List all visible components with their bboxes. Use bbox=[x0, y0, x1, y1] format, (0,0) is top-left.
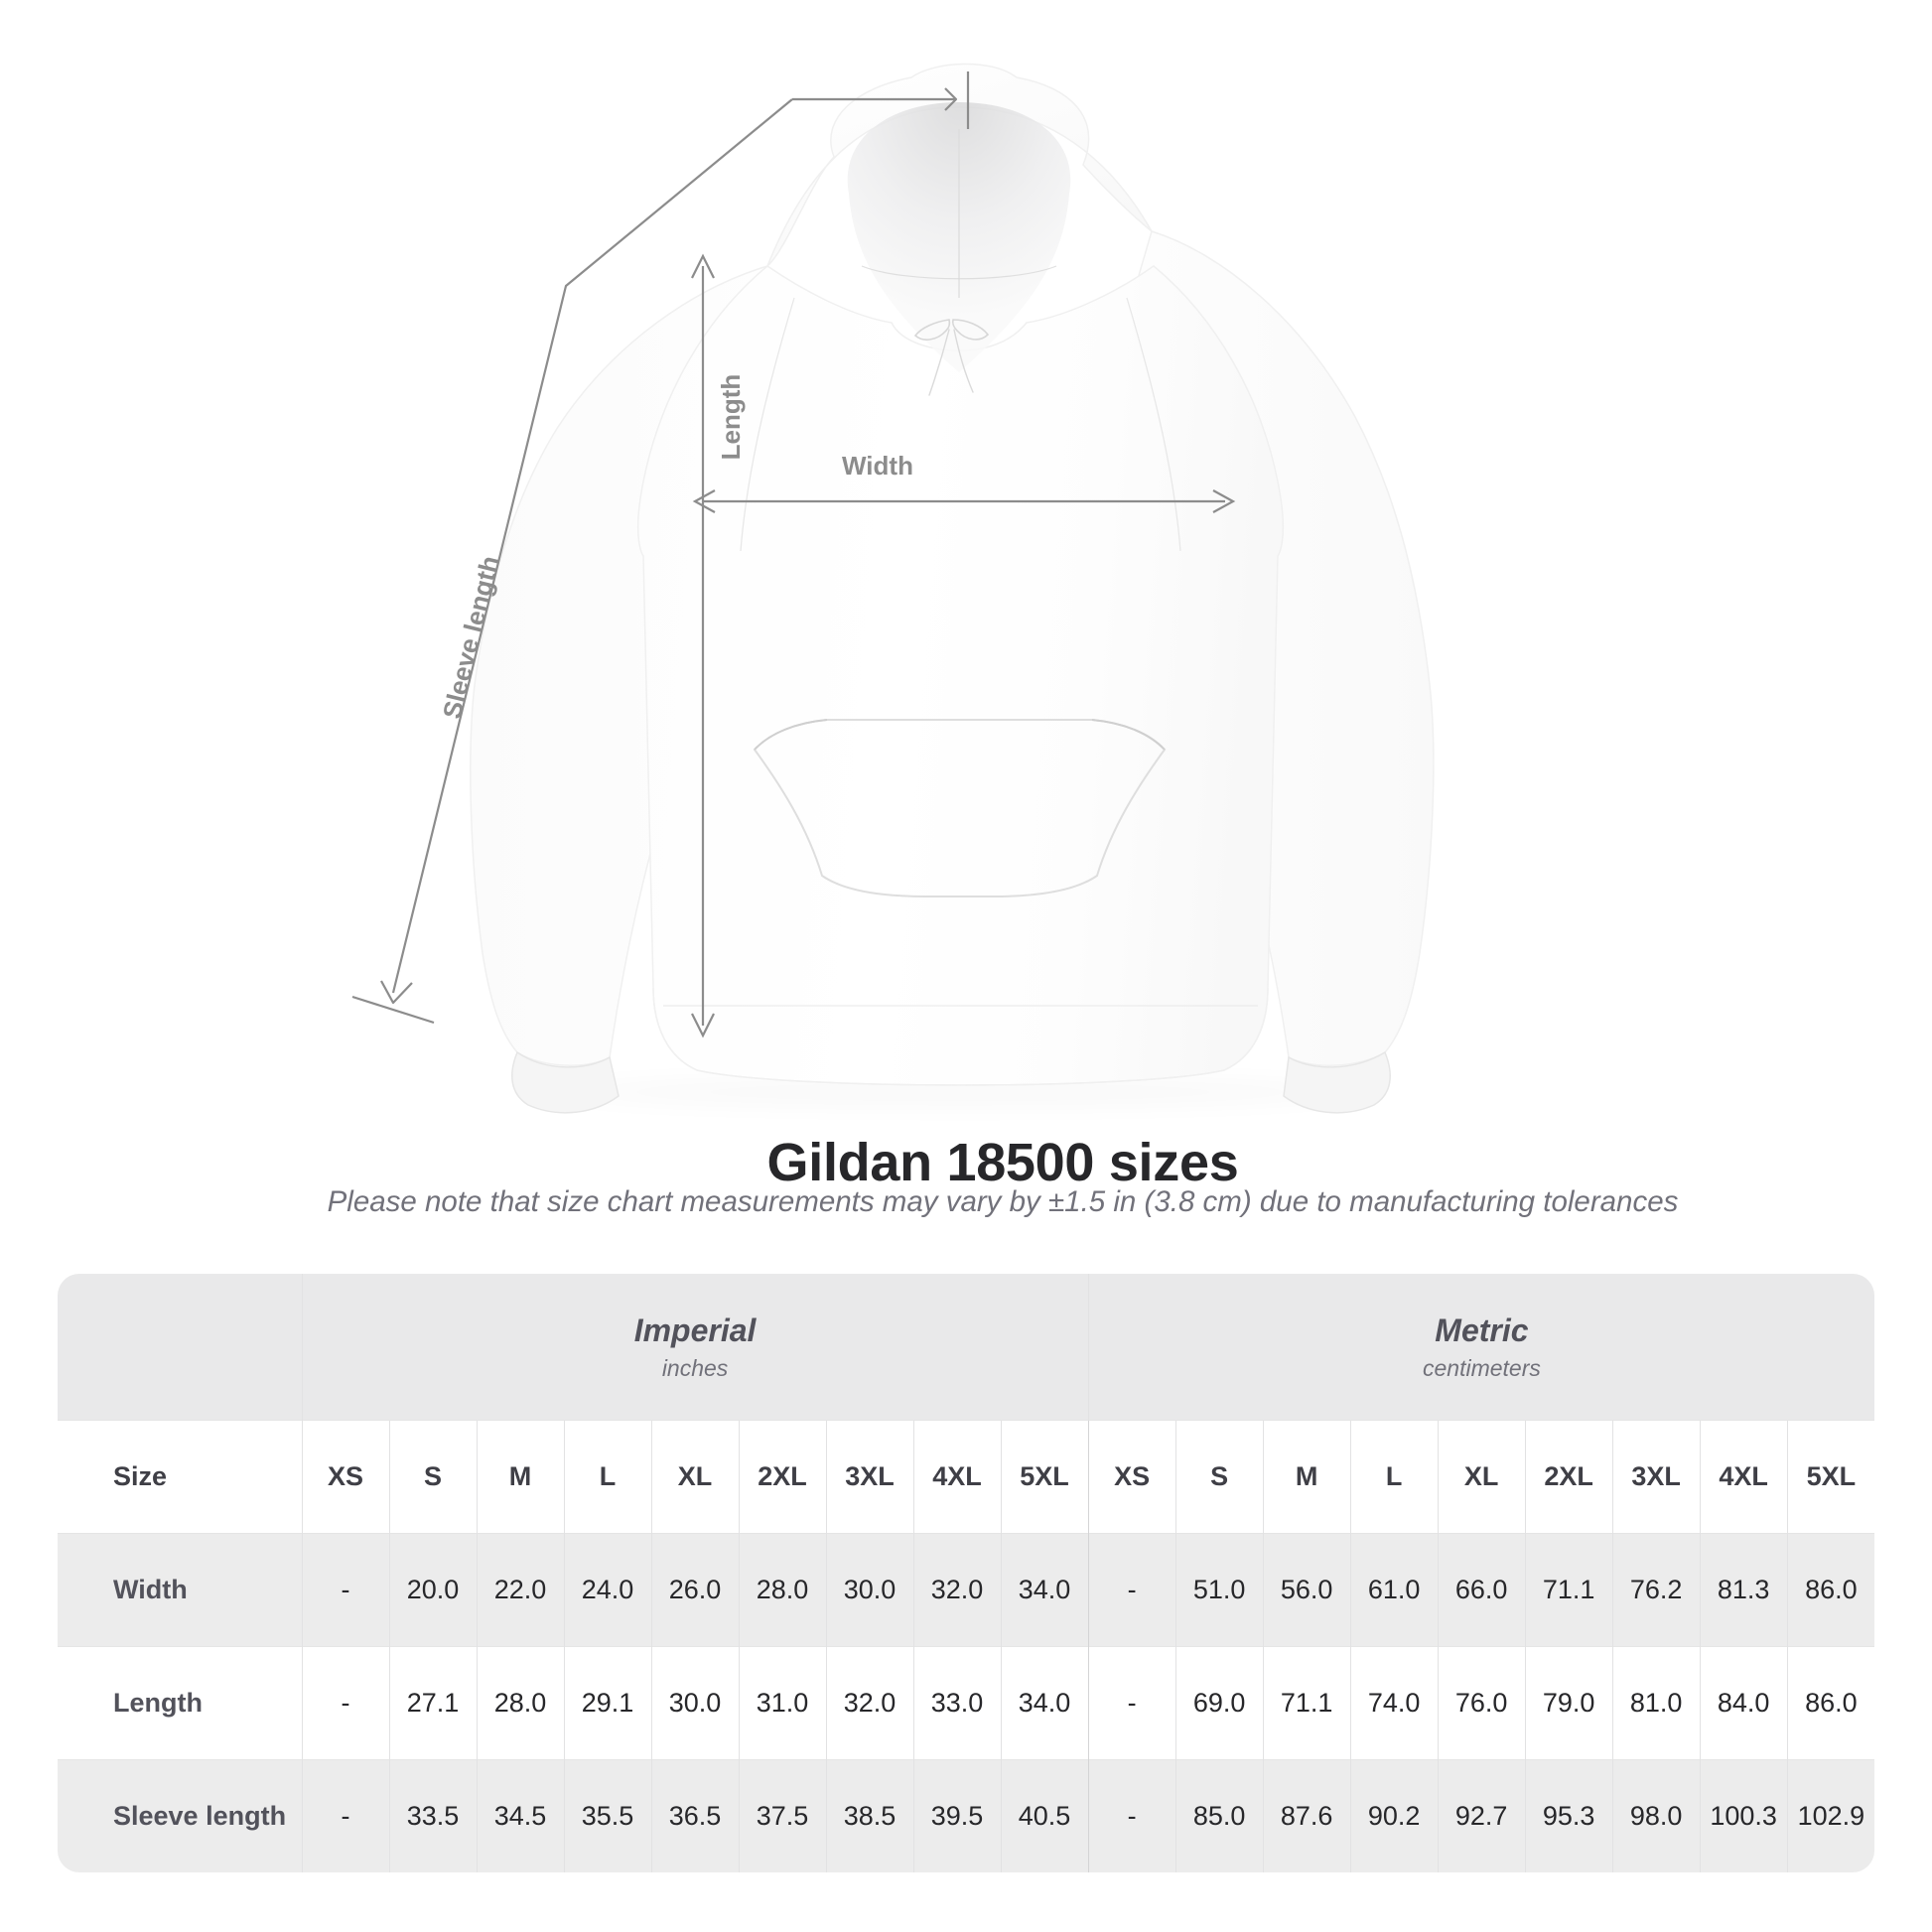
svg-text:Width: Width bbox=[842, 451, 913, 481]
svg-text:Length: Length bbox=[716, 374, 746, 461]
